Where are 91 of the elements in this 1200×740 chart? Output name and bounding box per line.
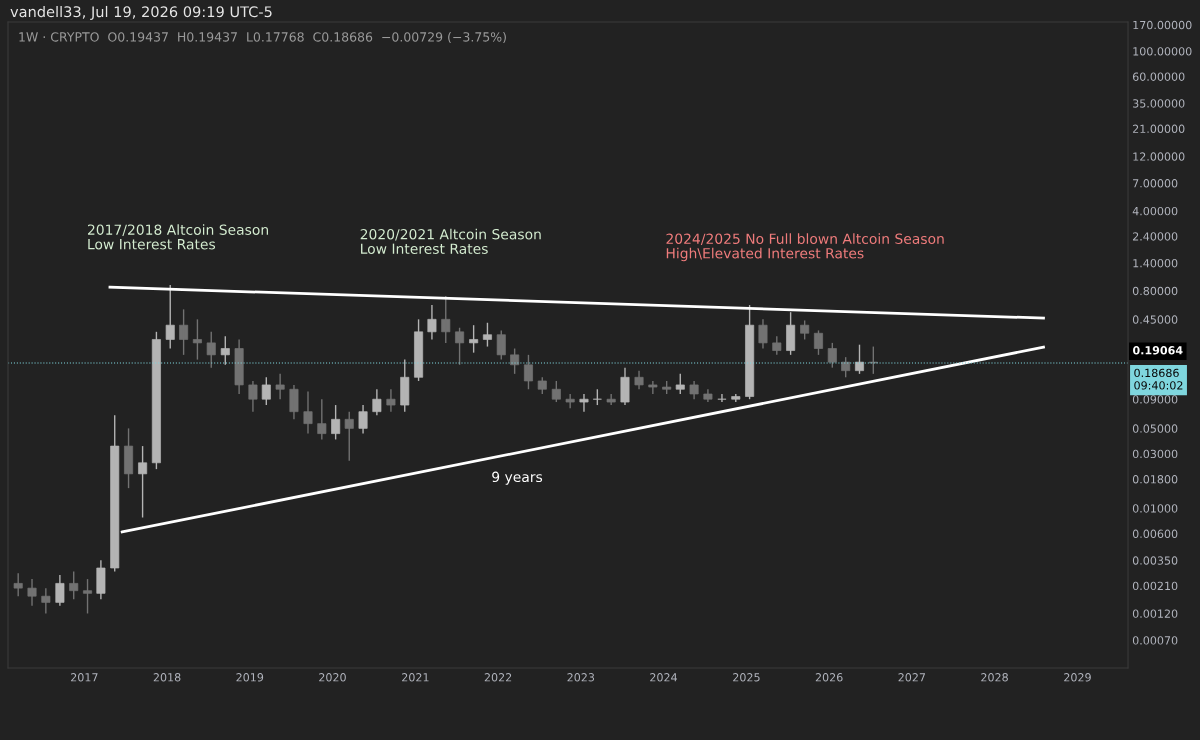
- candlestick: [441, 295, 451, 344]
- y-tick-label: 0.45000: [1132, 315, 1178, 324]
- candlestick: [110, 414, 120, 573]
- candlestick: [813, 329, 823, 356]
- candlestick: [124, 427, 134, 489]
- candlestick: [331, 404, 341, 441]
- candlestick: [41, 587, 51, 615]
- candlestick: [165, 284, 175, 350]
- candlestick: [206, 331, 216, 369]
- y-tick-label: 2.40000: [1132, 232, 1178, 241]
- x-tick-label: 2022: [484, 673, 512, 682]
- candlestick: [344, 410, 354, 462]
- x-tick-label: 2027: [898, 673, 926, 682]
- candlestick: [689, 380, 699, 400]
- annotation: 2017/2018 Altcoin Season Low Interest Rates: [87, 224, 268, 250]
- x-tick-label: 2023: [567, 673, 595, 682]
- candlestick: [69, 570, 79, 600]
- x-tick-label: 2017: [71, 673, 98, 682]
- candlestick: [841, 356, 851, 378]
- y-tick-label: 0.00210: [1132, 581, 1178, 591]
- chart-title: vandell33, Jul 19, 2026 09:19 UTC-5: [10, 5, 272, 20]
- y-tick-label: 0.80000: [1132, 286, 1178, 296]
- x-tick-label: 2025: [733, 673, 760, 682]
- x-tick-label: 2018: [153, 673, 181, 682]
- candlestick: [358, 404, 368, 435]
- candlestick: [400, 358, 410, 413]
- candlestick: [758, 318, 768, 350]
- annotation: 2024/2025 No Full blown Altcoin Season High\Elevated Interest Rates: [666, 233, 944, 262]
- candlestick: [606, 393, 616, 406]
- candlestick: [13, 572, 23, 597]
- y-tick-label: 0.00350: [1132, 556, 1178, 565]
- candlestick: [827, 342, 837, 369]
- candlestick: [248, 380, 258, 413]
- y-tick-label: 1.40000: [1133, 258, 1178, 268]
- annotation: 9 years: [492, 471, 543, 485]
- candlestick: [620, 366, 630, 406]
- y-tick-label: 170.00000: [1133, 20, 1192, 30]
- y-tick-label: 60.00000: [1132, 72, 1185, 81]
- y-tick-label: 0.03000: [1132, 449, 1178, 459]
- y-tick-label: 7.00000: [1133, 179, 1178, 188]
- candlestick: [703, 388, 713, 403]
- x-tick-label: 2026: [815, 673, 843, 682]
- candlestick: [800, 319, 810, 341]
- candlestick: [455, 327, 465, 366]
- y-tick-label: 4.00000: [1132, 206, 1178, 216]
- y-tick-label: 0.09000: [1132, 395, 1178, 404]
- candlestick: [496, 329, 506, 361]
- x-tick-label: 2028: [981, 673, 1008, 682]
- y-tick-label: 0.01800: [1132, 475, 1178, 484]
- text: 0.19064: [1133, 346, 1183, 355]
- candlestick: [523, 354, 533, 390]
- y-tick-label: 21.00000: [1132, 124, 1185, 133]
- candlestick: [55, 574, 65, 607]
- candlestick: [675, 373, 685, 395]
- candlestick: [565, 393, 575, 409]
- candlestick: [551, 380, 561, 403]
- candlestick: [261, 376, 271, 406]
- y-tick-label: 0.00070: [1132, 636, 1178, 645]
- y-tick-label: 0.00120: [1132, 609, 1178, 618]
- candlestick: [386, 388, 396, 413]
- candlestick: [96, 559, 106, 600]
- candlestick: [868, 345, 878, 375]
- y-tick-label: 0.05000: [1132, 424, 1178, 433]
- x-tick-label: 2029: [1064, 673, 1091, 682]
- y-tick-label: 100.00000: [1133, 47, 1192, 56]
- candlestick: [138, 445, 148, 519]
- candlestick: [275, 373, 285, 400]
- candlestick: [192, 318, 202, 361]
- candlestick: [83, 578, 93, 615]
- candlestick: [220, 335, 230, 366]
- candlestick: [27, 578, 37, 607]
- candlestick: [179, 308, 189, 356]
- candlestick: [469, 324, 479, 354]
- y-tick-label: 12.00000: [1133, 152, 1185, 161]
- x-tick-label: 2024: [650, 673, 678, 682]
- y-tick-label: 0.00600: [1132, 529, 1178, 538]
- candlestick: [482, 322, 492, 348]
- candlestick: [648, 380, 658, 395]
- annotation: 2020/2021 Altcoin Season Low Interest Rates: [360, 228, 541, 254]
- x-tick-label: 2019: [236, 673, 264, 682]
- x-tick-label: 2020: [319, 673, 346, 682]
- candlestick: [317, 398, 327, 441]
- y-tick-label: 35.00000: [1133, 99, 1185, 108]
- text: 1W · CRYPTO O0.19437 H0.19437 L0.17768 C0.18686 −0.00729 (−3.75%): [19, 31, 506, 44]
- y-tick-label: 0.01000: [1132, 504, 1178, 513]
- ref-line-label: 0.18686 09:40:02: [1134, 368, 1183, 390]
- candlestick: [772, 335, 782, 356]
- candlestick: [634, 369, 644, 390]
- x-tick-label: 2021: [402, 673, 429, 682]
- candlestick: [303, 390, 313, 435]
- candlestick: [579, 393, 589, 413]
